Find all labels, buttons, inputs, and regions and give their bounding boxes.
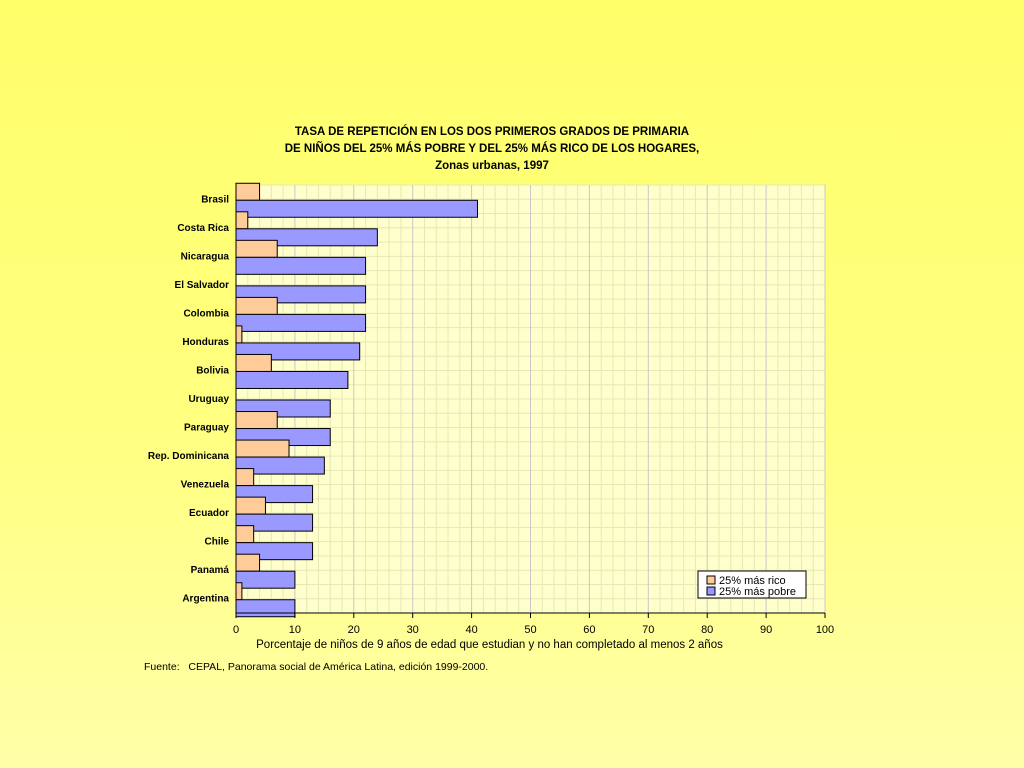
y-category-label: Nicaragua: [181, 251, 230, 262]
chart-title-line: Zonas urbanas, 1997: [435, 160, 549, 172]
bar-rico-9: [235, 439, 290, 458]
y-category-label: Panamá: [191, 565, 230, 576]
legend-label: 25% más pobre: [719, 586, 796, 598]
y-category-label: Venezuela: [181, 480, 230, 491]
x-tick-label: 80: [701, 624, 713, 636]
x-axis-title: Porcentaje de niños de 9 años de edad qu…: [256, 639, 723, 651]
x-tick-label: 0: [233, 624, 239, 636]
y-category-label: Paraguay: [184, 423, 229, 434]
source-note: Fuente: CEPAL, Panorama social de Améric…: [144, 661, 488, 673]
bar-rico-6: [235, 353, 272, 372]
bar-rico-0: [235, 182, 261, 201]
legend-swatch: [706, 586, 716, 596]
bar-rico-5: [235, 325, 243, 344]
legend-swatch: [706, 575, 716, 585]
chart-title: TASA DE REPETICIÓN EN LOS DOS PRIMEROS G…: [285, 125, 700, 172]
y-category-label: Brasil: [201, 194, 229, 205]
y-category-label: Honduras: [182, 337, 229, 348]
y-category-label: El Salvador: [175, 280, 230, 291]
bar-pobre-4: [235, 313, 367, 332]
bar-pobre-2: [235, 256, 367, 275]
bar-rico-14: [235, 582, 243, 601]
source-label: Fuente:: [144, 661, 180, 673]
y-category-label: Colombia: [183, 308, 229, 319]
bar-rico-8: [235, 411, 278, 430]
y-category-label: Ecuador: [189, 508, 229, 519]
bar-rico-11: [235, 496, 266, 515]
y-category-label: Bolivia: [196, 365, 229, 376]
y-category-label: Uruguay: [188, 394, 229, 405]
bar-pobre-13: [235, 570, 296, 589]
chart-title-line: TASA DE REPETICIÓN EN LOS DOS PRIMEROS G…: [295, 125, 689, 138]
x-tick-label: 100: [816, 624, 834, 636]
legend-box: [697, 570, 807, 599]
bar-rico-13: [235, 553, 261, 572]
x-tick-label: 60: [583, 624, 595, 636]
source-text: CEPAL, Panorama social de América Latina…: [188, 661, 489, 673]
x-tick-label: 10: [289, 624, 301, 636]
bar-pobre-14: [235, 599, 296, 618]
chart-title-line: DE NIÑOS DEL 25% MÁS POBRE Y DEL 25% MÁS…: [285, 142, 700, 155]
bar-rico-1: [235, 211, 249, 230]
y-category-label: Costa Rica: [177, 223, 229, 234]
x-tick-label: 30: [407, 624, 419, 636]
bar-rico-12: [235, 525, 255, 544]
x-tick-label: 50: [524, 624, 536, 636]
legend-label: 25% más rico: [719, 575, 786, 587]
y-category-label: Rep. Dominicana: [148, 451, 230, 462]
bar-pobre-6: [235, 370, 349, 389]
bar-rico-10: [235, 468, 255, 487]
x-tick-label: 70: [642, 624, 654, 636]
x-tick-label: 90: [760, 624, 772, 636]
y-category-label: Chile: [205, 537, 230, 548]
bars: [235, 182, 478, 618]
bar-pobre-0: [235, 199, 478, 218]
y-category-label: Argentina: [182, 594, 229, 605]
x-tick-label: 40: [465, 624, 477, 636]
y-axis-labels: Brasil Costa Rica Nicaragua El Salvador Colo…: [148, 194, 230, 604]
x-axis-ticks: 0 10 20 30 40 50 60 70 80 90 100: [233, 185, 834, 636]
bar-rico-4: [235, 296, 278, 315]
x-tick-label: 20: [348, 624, 360, 636]
bar-rico-2: [235, 239, 278, 258]
